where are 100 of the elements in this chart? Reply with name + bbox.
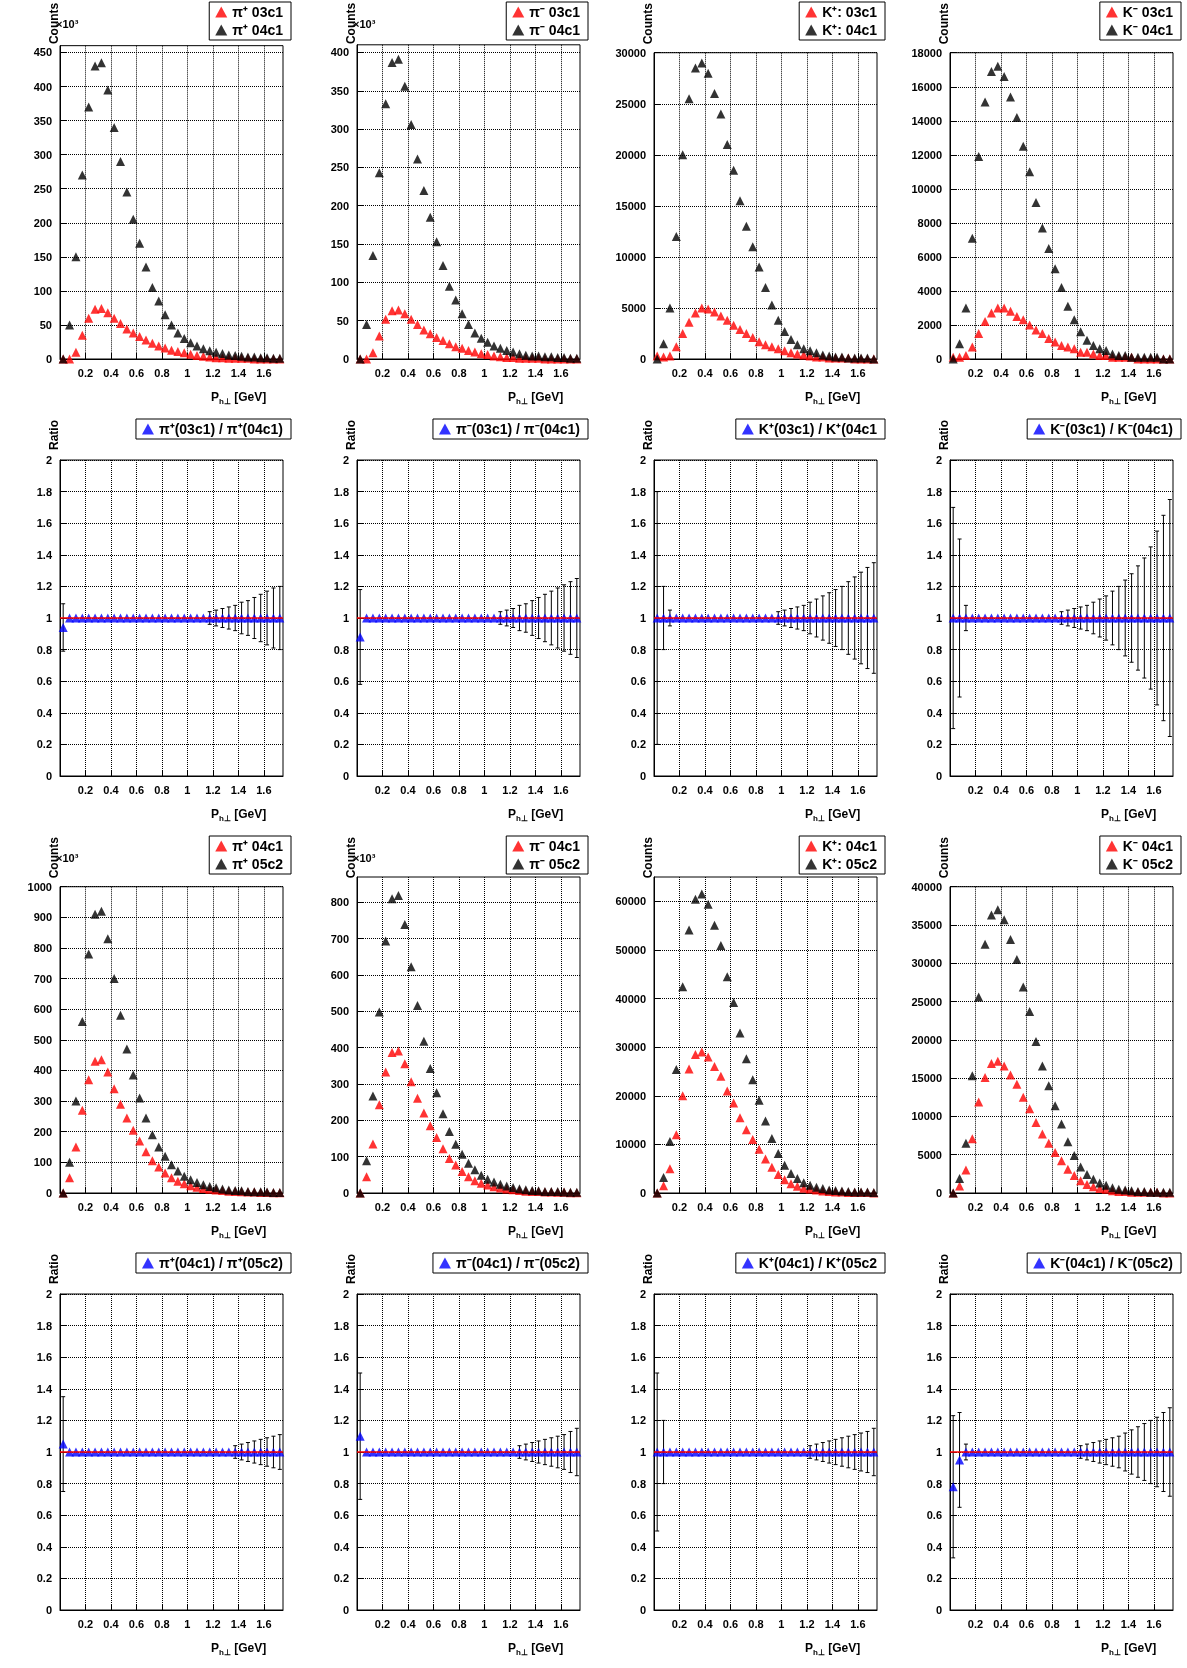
x-tick-label: 0.2 — [968, 366, 984, 379]
legend-label: π⁺ 04c1 — [232, 838, 284, 854]
x-tick-label: 0.6 — [425, 1617, 441, 1630]
y-tick-label: 100 — [33, 1156, 52, 1169]
x-tick-label: 1.2 — [205, 1200, 221, 1213]
x-tick-label: 0.4 — [696, 1617, 713, 1630]
x-tick-label: 1.4 — [824, 1617, 841, 1630]
y-tick-label: 14000 — [911, 114, 943, 127]
y-tick-label: 10000 — [614, 1138, 646, 1151]
y-tick-label: 1.4 — [630, 548, 647, 561]
y-tick-label: 0.6 — [36, 1509, 52, 1522]
legend-label: π⁻ 04c1 — [529, 22, 580, 38]
y-tick-label: 0 — [342, 1604, 349, 1616]
y-tick-label: 600 — [330, 969, 349, 982]
x-tick-label: 1.6 — [256, 783, 272, 796]
y-tick-label: 2 — [936, 454, 943, 466]
y-tick-label: 2000 — [917, 318, 943, 331]
y-tick-label: 0.4 — [630, 1540, 647, 1553]
x-tick-label: 1.6 — [552, 783, 569, 796]
y-tick-label: 0.6 — [36, 675, 52, 688]
y-tick-label: 0 — [45, 353, 52, 365]
y-tick-label: 250 — [33, 182, 52, 195]
x-tick-label: 0.2 — [77, 783, 94, 796]
y-tick-label: 0 — [639, 1187, 646, 1199]
y-tick-label: 5000 — [621, 301, 646, 314]
y-tick-label: 50000 — [614, 943, 646, 956]
x-tick-label: 1.2 — [1095, 366, 1111, 379]
y-tick-label: 25000 — [911, 995, 943, 1008]
x-tick-label: 0.4 — [696, 366, 713, 379]
legend-label: K⁺: 05c2 — [821, 856, 877, 872]
y-tick-label: 150 — [33, 250, 52, 263]
y-tick-label: 4000 — [917, 284, 943, 297]
y-tick-label: 30000 — [911, 957, 943, 970]
y-tick-label: 1.4 — [36, 548, 53, 561]
x-tick-label: 0.2 — [671, 366, 687, 379]
y-tick-label: 0 — [936, 353, 943, 365]
y-tick-label: 30000 — [614, 46, 646, 59]
y-tick-label: 1.8 — [926, 485, 943, 498]
y-tick-label: 10000 — [911, 182, 943, 195]
y-tick-label: 10000 — [614, 250, 646, 263]
y-tick-label: 2 — [342, 454, 349, 466]
x-tick-label: 0.6 — [425, 366, 441, 379]
x-tick-label: 0.8 — [1044, 1200, 1060, 1213]
y-tick-label: 1.2 — [333, 580, 349, 593]
y-axis-title: Counts — [937, 2, 952, 45]
x-tick-label: 0.8 — [451, 783, 467, 796]
x-tick-label: 0.4 — [993, 1200, 1010, 1213]
x-tick-label: 0.8 — [154, 366, 170, 379]
x-tick-label: 1 — [777, 1200, 784, 1213]
y-tick-label: 0 — [45, 1187, 52, 1199]
x-tick-label: 0.4 — [993, 366, 1010, 379]
y-tick-label: 16000 — [911, 80, 943, 93]
x-tick-label: 1.2 — [798, 366, 815, 379]
y-tick-label: 50 — [39, 318, 52, 331]
y-tick-label: 0.4 — [36, 706, 53, 719]
y-tick-label: 300 — [330, 1078, 349, 1091]
y-tick-label: 1.4 — [926, 1382, 944, 1395]
x-tick-label: 0.6 — [1019, 783, 1035, 796]
legend-label: K⁺(03c1) / K⁺(04c1 — [758, 421, 877, 437]
x-tick-label: 1 — [184, 1617, 191, 1630]
y-tick-label: 2 — [45, 1288, 52, 1300]
y-tick-label: 1 — [639, 1446, 646, 1458]
x-tick-label: 1.2 — [502, 366, 518, 379]
x-tick-label: 0.6 — [128, 1617, 145, 1630]
x-tick-label: 1.2 — [502, 1200, 518, 1213]
x-tick-label: 1.2 — [502, 783, 518, 796]
x-tick-label: 0.6 — [128, 366, 145, 379]
y-tick-label: 300 — [330, 123, 349, 136]
x-tick-label: 0.6 — [1019, 366, 1035, 379]
x-tick-label: 1.6 — [552, 1200, 569, 1213]
y-tick-label: 0.8 — [36, 1477, 52, 1490]
y-tick-label: 500 — [33, 1033, 52, 1046]
y-tick-label: 18000 — [911, 46, 943, 59]
y-tick-label: 600 — [33, 1003, 52, 1016]
y-tick-label: 0.2 — [630, 1572, 646, 1585]
y-tick-label: 1 — [342, 612, 349, 624]
y-tick-label: 0.2 — [926, 1572, 943, 1585]
y-tick-label: 100 — [330, 276, 349, 289]
x-tick-label: 1 — [481, 1617, 488, 1630]
y-tick-label: 40000 — [911, 880, 943, 893]
x-tick-label: 0.2 — [374, 1200, 390, 1213]
y-tick-label: 30000 — [614, 1041, 646, 1054]
x-tick-label: 1 — [184, 783, 191, 796]
x-tick-label: 0.6 — [425, 1200, 441, 1213]
x-tick-label: 1.2 — [798, 1617, 815, 1630]
x-tick-label: 0.4 — [103, 1200, 120, 1213]
y-tick-label: 1.6 — [36, 517, 52, 530]
y-axis-title: Ratio — [343, 420, 358, 450]
x-tick-label: 0.2 — [671, 783, 687, 796]
x-tick-label: 1 — [184, 1200, 191, 1213]
y-tick-label: 1.4 — [333, 548, 350, 561]
x-tick-label: 1 — [1074, 1617, 1081, 1630]
y-tick-label: 1 — [45, 612, 52, 624]
y-tick-label: 1.6 — [630, 517, 646, 530]
y-axis-title: Ratio — [47, 1254, 61, 1284]
x-tick-label: 1.2 — [502, 1617, 518, 1630]
y-tick-label: 0.2 — [630, 738, 646, 751]
y-axis-title: Ratio — [937, 420, 952, 450]
y-tick-label: 0 — [639, 770, 646, 782]
y-tick-label: 350 — [330, 84, 349, 97]
